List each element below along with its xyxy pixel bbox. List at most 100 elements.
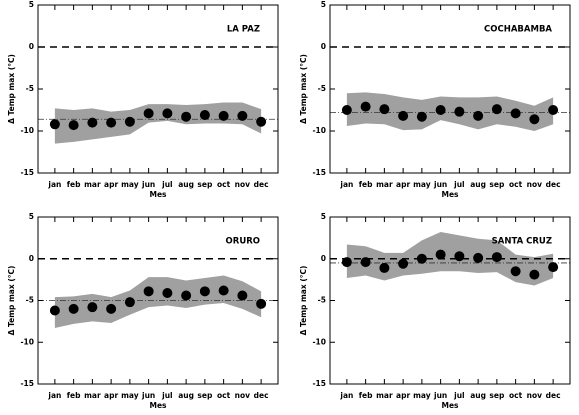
x-tick-label: sep bbox=[197, 391, 213, 400]
x-tick-label: mar bbox=[376, 391, 393, 400]
data-dot bbox=[341, 105, 352, 115]
panel-title: ORURO bbox=[226, 237, 260, 247]
data-dot bbox=[416, 253, 427, 264]
y-tick-label: 0 bbox=[321, 254, 326, 263]
data-dot bbox=[529, 269, 540, 280]
data-dot bbox=[162, 287, 173, 298]
data-dot bbox=[181, 290, 192, 301]
data-dot bbox=[341, 257, 352, 268]
x-tick-label: may bbox=[121, 391, 139, 400]
x-tick-label: mar bbox=[84, 391, 101, 400]
data-dot bbox=[68, 120, 79, 131]
data-dot bbox=[87, 117, 98, 128]
data-dot bbox=[143, 108, 154, 119]
x-tick-label: aug bbox=[178, 180, 194, 189]
panel: -15 -10 -5 0 5 jan feb mar apr may jun jul aug sep oct… bbox=[299, 212, 571, 410]
x-axis-label: Mes bbox=[441, 190, 459, 199]
y-tick-label: 5 bbox=[29, 212, 34, 221]
x-tick-label: jul bbox=[453, 180, 464, 189]
data-dot bbox=[360, 101, 371, 112]
y-tick-label: 0 bbox=[29, 254, 34, 263]
data-dot bbox=[49, 305, 60, 316]
data-dot bbox=[454, 106, 465, 117]
data-dot bbox=[491, 104, 502, 115]
panel: -15 -10 -5 0 5 jan feb mar apr may jun jul aug sep oct… bbox=[7, 0, 279, 199]
data-dot bbox=[529, 114, 540, 125]
x-tick-label: feb bbox=[359, 180, 373, 189]
data-dot bbox=[218, 285, 229, 296]
x-tick-label: sep bbox=[197, 180, 213, 189]
x-tick-label: jan bbox=[339, 391, 353, 400]
x-tick-label: apr bbox=[396, 391, 410, 400]
data-dot bbox=[87, 302, 98, 313]
x-tick-label: may bbox=[121, 180, 139, 189]
x-axis-label: Mes bbox=[441, 401, 459, 410]
x-tick-label: jun bbox=[433, 180, 447, 189]
x-tick-label: dec bbox=[546, 180, 561, 189]
x-tick-label: oct bbox=[217, 391, 231, 400]
data-dot bbox=[379, 262, 390, 273]
x-tick-label: apr bbox=[104, 391, 118, 400]
data-dot bbox=[68, 303, 79, 314]
x-axis-label: Mes bbox=[149, 401, 167, 410]
x-tick-label: dec bbox=[254, 180, 269, 189]
y-tick-label: -15 bbox=[20, 168, 34, 177]
data-dot bbox=[162, 108, 173, 119]
data-dot bbox=[473, 110, 484, 121]
y-tick-label: -10 bbox=[20, 337, 34, 346]
panel: -15 -10 -5 0 5 jan feb mar apr may jun jul aug sep oct… bbox=[7, 212, 279, 410]
data-dot bbox=[237, 110, 248, 121]
x-tick-label: nov bbox=[527, 180, 542, 189]
data-dot bbox=[548, 105, 559, 115]
y-tick-label: 0 bbox=[29, 42, 34, 51]
data-dot bbox=[143, 286, 154, 297]
y-tick-label: -10 bbox=[20, 126, 34, 135]
y-tick-label: -15 bbox=[312, 168, 326, 177]
y-tick-label: 0 bbox=[321, 42, 326, 51]
x-tick-label: jan bbox=[339, 180, 353, 189]
x-tick-label: jan bbox=[47, 180, 61, 189]
y-tick-label: -15 bbox=[312, 379, 326, 388]
y-tick-label: -15 bbox=[20, 379, 34, 388]
x-tick-label: dec bbox=[546, 391, 561, 400]
x-tick-label: mar bbox=[84, 180, 101, 189]
y-axis-label: Δ Temp max (°C) bbox=[7, 266, 16, 336]
data-dot bbox=[106, 303, 117, 314]
x-tick-label: feb bbox=[67, 391, 81, 400]
x-tick-label: nov bbox=[235, 180, 250, 189]
y-tick-label: 5 bbox=[321, 0, 326, 9]
panel: -15 -10 -5 0 5 jan feb mar apr may jun jul aug sep oct… bbox=[299, 0, 571, 199]
data-dot bbox=[199, 110, 210, 121]
y-tick-label: -5 bbox=[318, 84, 326, 93]
x-tick-label: apr bbox=[104, 180, 118, 189]
data-dot bbox=[548, 262, 559, 273]
x-tick-label: jul bbox=[161, 391, 172, 400]
data-dot bbox=[199, 286, 210, 297]
x-tick-label: sep bbox=[489, 180, 505, 189]
data-dot bbox=[454, 251, 465, 262]
data-dot bbox=[510, 108, 521, 119]
data-dot bbox=[106, 117, 117, 128]
x-tick-label: jun bbox=[433, 391, 447, 400]
data-dot bbox=[49, 119, 60, 130]
x-tick-label: aug bbox=[470, 180, 486, 189]
x-axis-label: Mes bbox=[149, 190, 167, 199]
data-dot bbox=[398, 258, 409, 269]
x-tick-label: nov bbox=[527, 391, 542, 400]
y-tick-label: -5 bbox=[26, 84, 34, 93]
data-dot bbox=[237, 290, 248, 301]
x-tick-label: jun bbox=[141, 180, 155, 189]
data-dot bbox=[473, 252, 484, 263]
data-dot bbox=[181, 111, 192, 122]
x-tick-label: sep bbox=[489, 391, 505, 400]
x-tick-label: jul bbox=[453, 391, 464, 400]
data-dot bbox=[510, 266, 521, 277]
x-tick-label: may bbox=[413, 180, 431, 189]
data-dot bbox=[379, 104, 390, 115]
data-dot bbox=[416, 111, 427, 122]
x-tick-label: feb bbox=[359, 391, 373, 400]
data-dot bbox=[491, 252, 502, 263]
y-tick-label: -5 bbox=[318, 296, 326, 305]
x-tick-label: jul bbox=[161, 180, 172, 189]
spread-band bbox=[54, 275, 262, 329]
